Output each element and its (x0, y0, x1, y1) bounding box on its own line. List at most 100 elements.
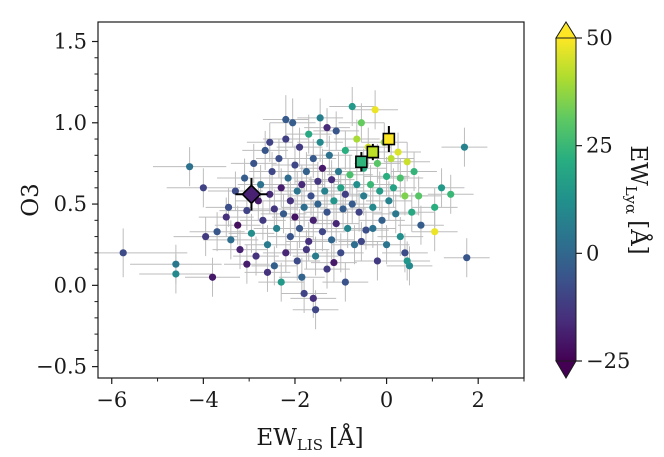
data-point (401, 192, 409, 200)
y-tick-label: 0.0 (54, 273, 87, 297)
colorbar-tick-label: −25 (586, 349, 630, 373)
data-point (341, 190, 349, 198)
colorbar-tick-label: 50 (586, 26, 613, 50)
data-point (460, 143, 469, 151)
data-point (286, 232, 294, 241)
data-point (369, 203, 377, 211)
data-point (321, 187, 329, 195)
x-tick-label: 0 (380, 388, 393, 412)
data-point (311, 252, 320, 260)
data-point (373, 159, 382, 168)
colorbar-label: EWLyα[Å] (622, 145, 653, 254)
highlight-square (366, 145, 380, 159)
data-point (213, 228, 221, 236)
data-point (309, 294, 317, 302)
data-point (314, 200, 322, 208)
data-point (366, 180, 375, 189)
data-point (403, 257, 411, 265)
data-point (305, 130, 313, 138)
data-point (371, 106, 379, 114)
data-point (337, 184, 345, 192)
data-point (328, 176, 336, 184)
data-point (373, 257, 382, 265)
data-point (284, 174, 292, 182)
data-point (282, 249, 290, 257)
data-point (202, 232, 210, 241)
data-point (227, 236, 235, 244)
data-point (330, 197, 338, 205)
data-point (332, 127, 340, 135)
data-point (330, 258, 338, 267)
data-point (389, 184, 398, 192)
data-point (385, 197, 393, 205)
data-point (408, 208, 416, 216)
data-point (316, 138, 324, 146)
data-point (279, 210, 288, 218)
data-point (437, 184, 446, 192)
data-point (344, 224, 352, 233)
data-point (119, 249, 127, 257)
data-point (252, 252, 260, 260)
colorbar-extend-min (555, 360, 577, 379)
y-tick-label: 0.5 (54, 192, 87, 216)
data-point (300, 289, 308, 298)
data-point (250, 159, 258, 168)
data-point (286, 197, 294, 205)
data-point (323, 265, 331, 273)
data-point (332, 219, 340, 228)
data-point (172, 260, 180, 268)
colorbar: −25 0 25 50 EWLyα[Å] (555, 21, 653, 379)
data-point (415, 192, 423, 200)
data-point (341, 146, 349, 155)
x-axis-label: EWLIS [Å] (256, 423, 363, 454)
data-point (431, 203, 439, 211)
data-point (257, 180, 265, 189)
data-point (291, 213, 299, 221)
data-point (463, 254, 471, 262)
data-point (263, 241, 272, 249)
data-point (259, 216, 267, 224)
data-point (396, 232, 404, 241)
data-point (291, 161, 299, 169)
data-point (305, 237, 313, 246)
data-point (350, 241, 359, 249)
data-point (348, 102, 356, 111)
data-point (392, 210, 400, 218)
data-point (277, 184, 285, 192)
data-point (231, 187, 240, 195)
data-point (222, 213, 230, 221)
data-point (293, 187, 301, 195)
data-point (302, 245, 311, 254)
data-point (266, 138, 274, 146)
data-point (307, 192, 315, 200)
data-point (300, 203, 308, 211)
data-point (282, 115, 290, 124)
data-point (403, 158, 411, 166)
x-axis-ticks: −6 −4 −2 0 2 (96, 378, 525, 412)
data-point (382, 241, 391, 249)
data-point (348, 200, 356, 208)
data-point (270, 205, 278, 213)
data-point (431, 228, 439, 236)
data-point (298, 180, 306, 189)
data-point (378, 216, 386, 224)
highlight-diamond (241, 184, 262, 205)
data-point (334, 167, 343, 176)
data-point (282, 135, 290, 143)
plot-frame (97, 21, 525, 379)
data-point (275, 154, 283, 163)
data-point (396, 174, 404, 182)
data-point (293, 257, 301, 265)
data-point (346, 171, 354, 179)
data-point (323, 124, 331, 132)
data-point (273, 224, 281, 233)
highlight-square (382, 132, 396, 146)
data-point (318, 228, 327, 236)
y-tick-label: −0.5 (36, 355, 87, 379)
data-point (337, 249, 345, 257)
data-point (316, 114, 324, 122)
highlight-square (355, 155, 368, 169)
data-point (289, 119, 297, 127)
data-point (318, 164, 327, 172)
